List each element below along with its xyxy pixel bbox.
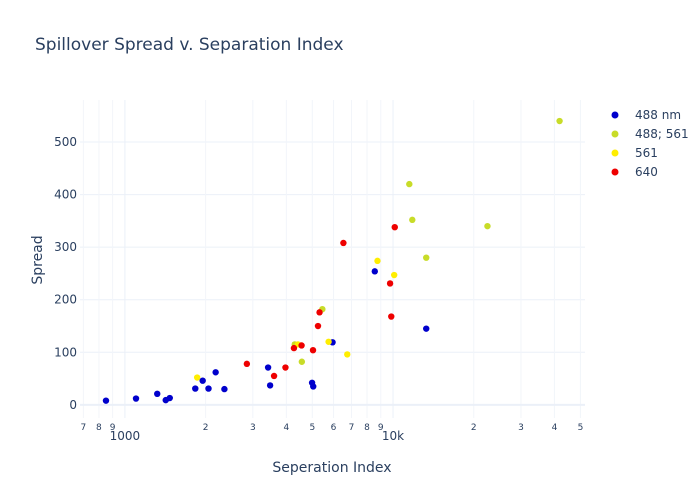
legend-item-3[interactable]: 640 bbox=[611, 165, 658, 179]
data-point-series-3 bbox=[386, 280, 394, 287]
data-point-series-0 bbox=[310, 383, 317, 390]
data-point-series-0 bbox=[264, 364, 272, 371]
data-point-series-3 bbox=[391, 224, 398, 231]
legend-label: 640 bbox=[635, 165, 658, 179]
y-tick-label: 400 bbox=[54, 188, 77, 202]
data-point-series-3 bbox=[298, 342, 305, 349]
data-point-series-0 bbox=[199, 377, 206, 384]
legend-item-0[interactable]: 488 nm bbox=[611, 108, 682, 122]
legend-label: 488; 561 bbox=[635, 127, 689, 141]
x-major-tick-label: 10k bbox=[382, 429, 404, 443]
data-point-series-2 bbox=[344, 351, 351, 358]
legend-marker bbox=[611, 149, 619, 157]
data-point-series-3 bbox=[243, 360, 251, 368]
legend-marker bbox=[611, 168, 619, 176]
y-tick-label: 300 bbox=[54, 240, 77, 254]
x-minor-tick-label: 7 bbox=[81, 423, 87, 433]
data-point-series-0 bbox=[132, 395, 140, 402]
data-point-series-3 bbox=[316, 309, 323, 316]
x-minor-tick-label: 4 bbox=[283, 423, 289, 433]
x-minor-tick-label: 3 bbox=[518, 423, 524, 433]
legend-label: 488 nm bbox=[635, 108, 681, 122]
data-point-series-0 bbox=[212, 369, 219, 376]
legend-item-2[interactable]: 561 bbox=[611, 146, 658, 160]
data-point-series-3 bbox=[388, 313, 395, 320]
data-point-series-1 bbox=[406, 180, 413, 188]
data-point-series-1 bbox=[298, 358, 306, 365]
legend-marker bbox=[611, 130, 619, 138]
data-point-series-1 bbox=[423, 254, 430, 261]
x-minor-tick-label: 5 bbox=[309, 423, 315, 433]
legend-marker bbox=[611, 111, 619, 119]
data-point-series-0 bbox=[192, 385, 199, 392]
y-tick-label: 500 bbox=[54, 135, 77, 149]
data-points bbox=[102, 117, 563, 404]
data-point-series-3 bbox=[314, 322, 322, 330]
data-point-series-3 bbox=[290, 344, 298, 352]
x-minor-tick-label: 3 bbox=[250, 423, 256, 433]
x-major-tick-label: 1000 bbox=[110, 429, 141, 443]
data-point-series-0 bbox=[221, 385, 228, 393]
data-point-series-1 bbox=[484, 222, 491, 230]
data-point-series-0 bbox=[166, 394, 173, 402]
data-point-series-2 bbox=[193, 374, 201, 381]
x-axis-title: Seperation Index bbox=[272, 460, 391, 476]
x-minor-tick-label: 5 bbox=[578, 423, 584, 433]
data-point-series-1 bbox=[556, 117, 563, 125]
data-point-series-3 bbox=[282, 364, 289, 371]
data-point-series-3 bbox=[270, 372, 278, 380]
x-minor-tick-label: 2 bbox=[203, 423, 209, 433]
legend-label: 561 bbox=[635, 146, 658, 160]
data-point-series-2 bbox=[374, 257, 381, 265]
x-minor-tick-label: 8 bbox=[364, 423, 370, 433]
data-point-series-3 bbox=[340, 239, 347, 247]
y-tick-label: 0 bbox=[69, 398, 77, 412]
data-point-series-2 bbox=[390, 271, 398, 279]
data-point-series-0 bbox=[266, 382, 274, 389]
x-minor-tick-label: 2 bbox=[471, 423, 477, 433]
x-minor-tick-label: 9 bbox=[378, 423, 384, 433]
y-tick-label: 200 bbox=[54, 293, 77, 307]
data-point-series-1 bbox=[409, 216, 416, 224]
data-point-series-0 bbox=[102, 397, 110, 404]
x-minor-tick-label: 4 bbox=[552, 423, 558, 433]
data-point-series-0 bbox=[423, 325, 430, 332]
legend[interactable]: 488 nm 488; 561 561 640 bbox=[611, 108, 689, 179]
y-axis-title: Spread bbox=[30, 235, 46, 284]
x-minor-tick-label: 8 bbox=[96, 423, 102, 433]
x-minor-tick-label: 9 bbox=[110, 423, 116, 433]
data-point-series-3 bbox=[309, 346, 317, 354]
x-minor-tick-label: 6 bbox=[331, 423, 337, 433]
grid bbox=[80, 100, 585, 418]
chart-title: Spillover Spread v. Separation Index bbox=[35, 35, 344, 55]
data-point-series-0 bbox=[154, 390, 161, 398]
x-minor-tick-label: 7 bbox=[349, 423, 355, 433]
data-point-series-0 bbox=[205, 385, 212, 392]
y-tick-label: 100 bbox=[54, 345, 77, 359]
y-axis-ticks: 0 100 200 300 400 500 bbox=[54, 135, 77, 412]
legend-item-1[interactable]: 488; 561 bbox=[611, 127, 689, 141]
data-point-series-2 bbox=[325, 338, 332, 345]
data-point-series-0 bbox=[371, 268, 378, 275]
